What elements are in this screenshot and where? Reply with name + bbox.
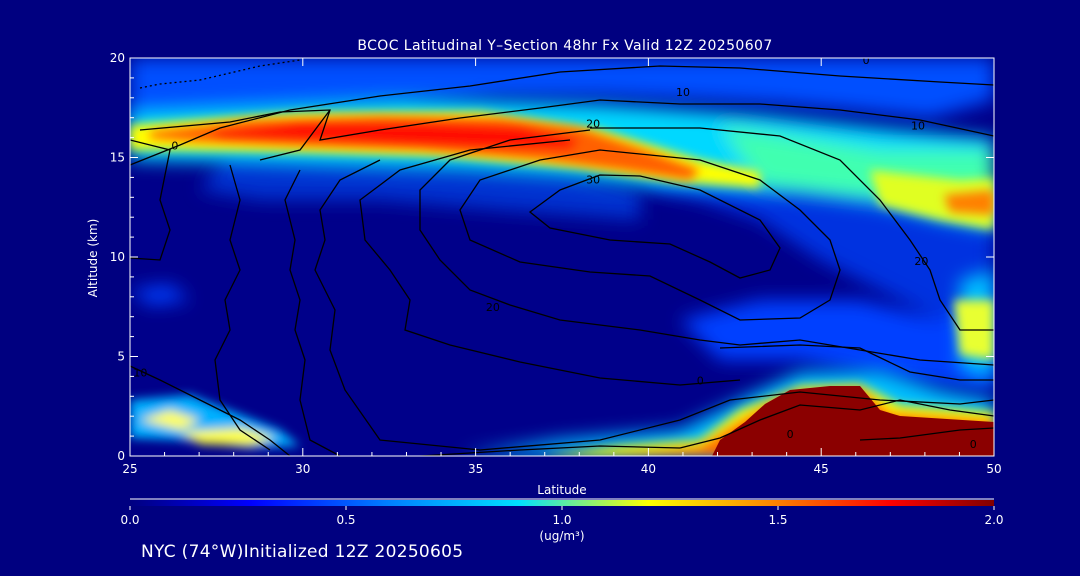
axes: 25 30 35 40 45 50 0 5 10 15 20 [110, 51, 1002, 476]
contour-line [459, 149, 841, 321]
colorbar [130, 500, 994, 506]
contour-line [359, 139, 741, 386]
upper-red-band [150, 116, 994, 215]
y-axis-label: Altitude (km) [86, 219, 100, 298]
colorbar-tick-label: 1.0 [552, 513, 571, 527]
contour-lines [130, 59, 994, 456]
contour-label: 0 [171, 140, 178, 153]
initialization-footer: NYC (74°W)Initialized 12Z 20250605 [141, 542, 464, 562]
lower-left-plume [130, 395, 300, 448]
contour-line [139, 99, 994, 141]
y-tick-label: 15 [110, 151, 125, 165]
colorbar-unit: (ug/m³) [539, 529, 584, 543]
contour-label: 10 [911, 120, 925, 133]
contour-line [679, 399, 994, 449]
colorbar-tick-label: 0.5 [336, 513, 355, 527]
colorbar-tick-label: 2.0 [984, 513, 1003, 527]
concentration-field: 20 30 10 10 0 0 20 20 10 0 0 0 [130, 54, 994, 456]
x-tick-label: 45 [814, 462, 829, 476]
contour-labels: 20 30 10 10 0 0 20 20 10 0 0 0 [133, 54, 977, 451]
contour-line [719, 344, 994, 381]
x-axis-label: Latitude [537, 483, 586, 497]
contour-line [590, 127, 994, 331]
contour-label: 10 [676, 86, 690, 99]
x-tick-label: 50 [986, 462, 1001, 476]
contour-line [130, 65, 994, 166]
contour-line [130, 365, 291, 456]
y-tick-label: 0 [117, 449, 125, 463]
contour-label: 0 [970, 438, 977, 451]
contour-line [259, 109, 331, 161]
contour-label: 0 [863, 54, 870, 67]
contour-line [130, 139, 171, 261]
contour-label: 0 [697, 374, 704, 387]
colorbar-ticks: 0.0 0.5 1.0 1.5 2.0 [120, 506, 1004, 527]
contour-label: 0 [787, 428, 794, 441]
x-tick-label: 30 [295, 462, 310, 476]
contour-line [284, 169, 341, 456]
y-tick-label: 5 [117, 350, 125, 364]
contour-line [859, 427, 994, 441]
contour-label: 10 [133, 366, 147, 379]
contour-line [419, 129, 994, 366]
high-concentration-core [712, 386, 994, 456]
x-tick-label: 35 [468, 462, 483, 476]
contour-line [528, 174, 781, 279]
contour-label: 30 [586, 173, 600, 186]
contour-line [419, 445, 681, 456]
contour-label: 20 [914, 255, 928, 268]
colorbar-tick-label: 0.0 [120, 513, 139, 527]
x-tick-label: 40 [641, 462, 656, 476]
contour-line [139, 59, 301, 89]
y-tick-label: 10 [110, 250, 125, 264]
colorbar-tick-label: 1.5 [768, 513, 787, 527]
x-tick-label: 25 [122, 462, 137, 476]
contour-label: 20 [486, 301, 500, 314]
y-tick-label: 20 [110, 51, 125, 65]
chart-title: BCOC Latitudinal Y–Section 48hr Fx Valid… [357, 38, 772, 54]
contour-label: 20 [586, 118, 600, 131]
contour-line [314, 159, 994, 451]
